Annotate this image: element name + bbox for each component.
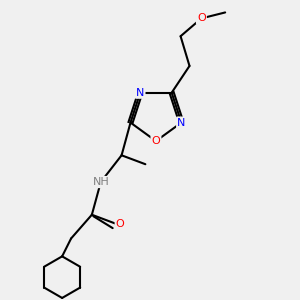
Text: O: O: [152, 136, 160, 146]
Text: O: O: [116, 219, 124, 229]
Text: NH: NH: [92, 177, 109, 187]
Text: N: N: [177, 118, 186, 128]
Text: N: N: [136, 88, 144, 98]
Text: O: O: [197, 14, 206, 23]
